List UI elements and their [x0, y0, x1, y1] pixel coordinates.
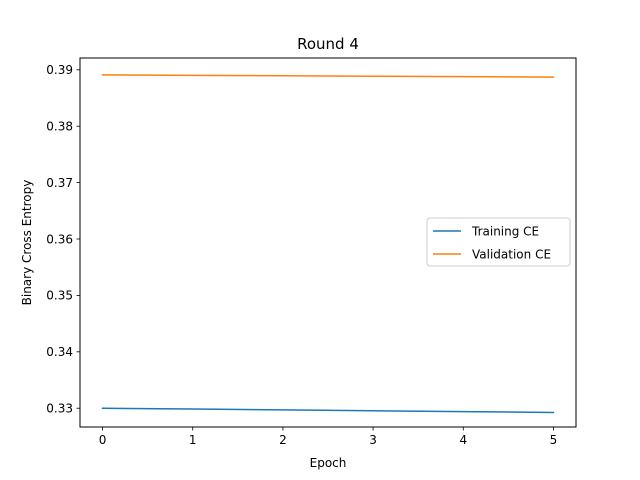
x-tick-label: 1	[189, 433, 197, 447]
x-tick-label: 5	[550, 433, 558, 447]
x-axis-label: Epoch	[310, 456, 347, 470]
x-tick-label: 2	[279, 433, 287, 447]
legend-box	[426, 217, 571, 267]
series-layer	[101, 74, 555, 414]
y-tick-label: 0.34	[46, 345, 73, 359]
y-tick-label: 0.36	[46, 232, 73, 246]
x-tick-label: 4	[459, 433, 467, 447]
x-axis: 0 1 2 3 4 5	[99, 427, 558, 447]
legend: Training CE Validation CE	[426, 217, 571, 267]
x-tick-label: 0	[99, 433, 107, 447]
chart-title: Round 4	[297, 35, 359, 53]
y-tick-label: 0.35	[46, 289, 73, 303]
series-line-validation-ce	[101, 74, 555, 78]
y-axis: 0.33 0.34 0.35 0.36 0.37 0.38 0.39	[46, 63, 80, 416]
y-axis-label: Binary Cross Entropy	[20, 180, 34, 306]
legend-label: Validation CE	[472, 247, 551, 261]
x-tick-label: 3	[369, 433, 377, 447]
y-tick-label: 0.39	[46, 63, 73, 77]
y-tick-label: 0.33	[46, 402, 73, 416]
plot-frame	[79, 57, 577, 428]
legend-label: Training CE	[471, 224, 539, 238]
y-tick-label: 0.38	[46, 119, 73, 133]
series-line-training-ce	[101, 407, 555, 414]
y-tick-label: 0.37	[46, 176, 73, 190]
